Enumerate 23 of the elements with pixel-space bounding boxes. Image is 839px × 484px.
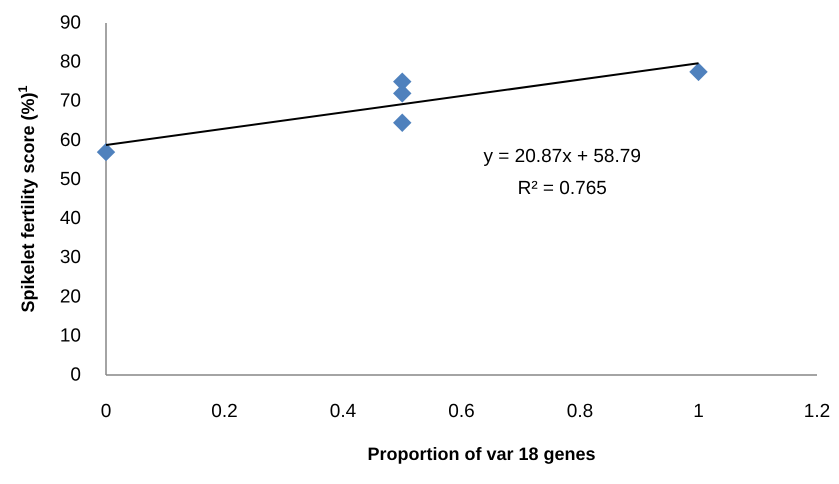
x-tick-label: 0.6 xyxy=(448,401,475,422)
x-tick-label: 0.8 xyxy=(566,401,594,422)
y-tick-label: 20 xyxy=(60,286,81,308)
y-tick-label: 10 xyxy=(60,325,81,346)
x-tick-label: 0.4 xyxy=(330,401,357,422)
annotation: R² = 0.765 xyxy=(518,178,607,199)
y-tick-label: 40 xyxy=(60,208,81,230)
x-axis-title: Proportion of var 18 genes xyxy=(367,444,596,464)
point xyxy=(393,114,412,132)
y-tick-label: 80 xyxy=(60,52,81,73)
y-tick-label: 50 xyxy=(60,168,81,190)
y-tick-label: 90 xyxy=(60,12,81,34)
point xyxy=(96,142,116,162)
point xyxy=(689,62,708,82)
x-tick-label: 1.2 xyxy=(804,401,830,422)
x-tick-label: 1 xyxy=(693,401,704,422)
y-tick-label: 70 xyxy=(60,90,81,112)
y-tick-label: 30 xyxy=(60,247,81,268)
y-tick-label: 0 xyxy=(70,364,81,386)
x-tick-label: 0.2 xyxy=(211,401,238,422)
annotation: y = 20.87x + 58.79 xyxy=(484,146,641,167)
x-tick-label: 0 xyxy=(100,401,112,422)
y-tick-label: 60 xyxy=(60,130,81,151)
